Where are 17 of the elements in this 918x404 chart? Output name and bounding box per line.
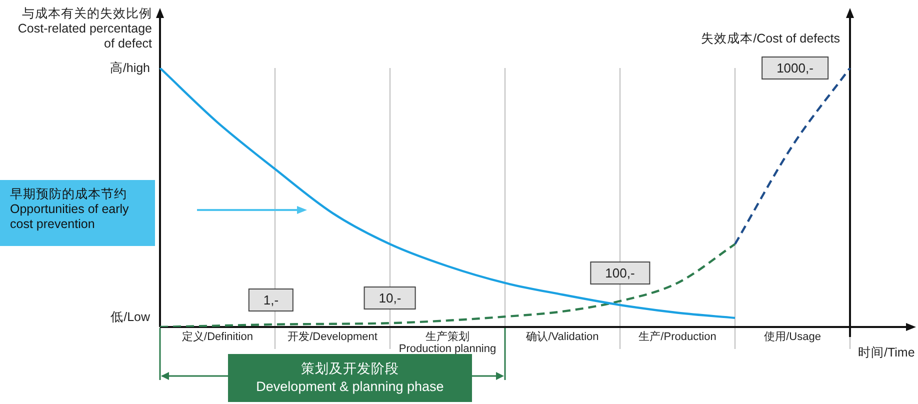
x-tick-label: 生产/Production bbox=[638, 330, 716, 344]
x-tick-label: 使用/Usage bbox=[764, 331, 821, 344]
text: 高/high bbox=[110, 60, 150, 77]
annotation: 100,- bbox=[590, 262, 650, 284]
x-tick-label: 定义/Definition bbox=[182, 330, 253, 344]
x-axis-title: 时间/Time bbox=[858, 346, 915, 360]
annotation: 1000,- bbox=[762, 56, 828, 80]
x-tick-label: 确认/Validation bbox=[525, 331, 599, 344]
x-tick-label: 开发/Development bbox=[288, 331, 378, 344]
annotation: 10,- bbox=[364, 286, 416, 310]
text: 策划及开发阶段 Development & planning phase bbox=[228, 354, 472, 402]
x-tick-label: 生产策划 Production planning bbox=[398, 330, 496, 356]
y2-axis-title: 失效成本/Cost of defects bbox=[701, 32, 840, 46]
y-axis-title: 与成本有关的失效比例 Cost-related percentage of defect bbox=[18, 6, 153, 51]
annotation: 1,- bbox=[248, 288, 294, 312]
text: 早期预防的成本节约 Opportunities of early cost prevention bbox=[0, 180, 155, 246]
text: 低/Low bbox=[110, 309, 150, 326]
